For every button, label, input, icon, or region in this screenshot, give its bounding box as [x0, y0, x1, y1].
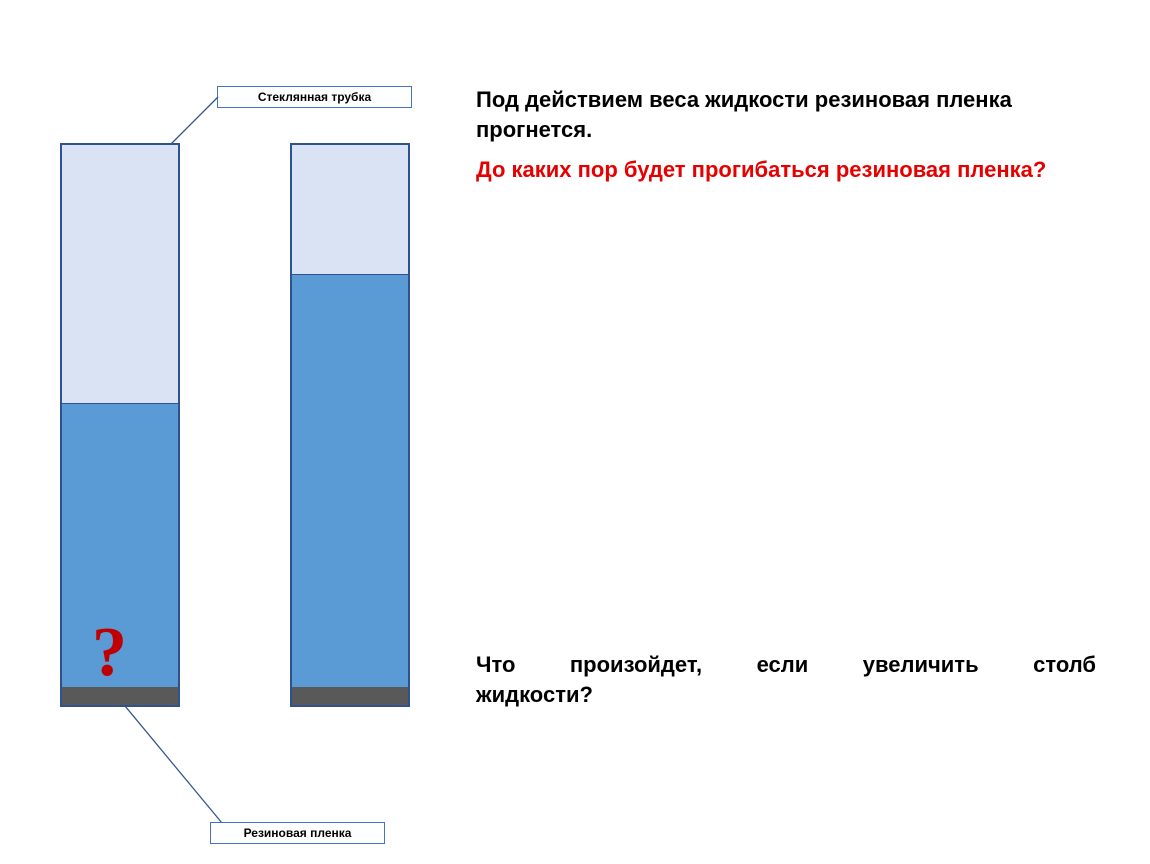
callout-rubber-film: Резиновая пленка	[210, 822, 385, 844]
paragraph-2: До каких пор будет прогибаться резиновая…	[476, 155, 1121, 185]
tube-right	[290, 143, 410, 707]
paragraph-3-line1: Что произойдет, если увеличить столб	[476, 650, 1096, 680]
paragraph-1: Под действием веса жидкости резиновая пл…	[476, 85, 1111, 144]
callout-rubber-film-label: Резиновая пленка	[244, 826, 352, 840]
callout-glass-tube: Стеклянная трубка	[217, 86, 412, 108]
paragraph-3: Что произойдет, если увеличить столб жид…	[476, 650, 1096, 709]
tube-right-air	[292, 145, 408, 274]
tube-left-air	[62, 145, 178, 403]
tube-right-membrane	[292, 687, 408, 705]
question-mark: ?	[92, 618, 127, 688]
callout-glass-tube-label: Стеклянная трубка	[258, 90, 371, 104]
tube-right-liquid	[292, 274, 408, 687]
paragraph-3-line2: жидкости?	[476, 680, 1096, 710]
